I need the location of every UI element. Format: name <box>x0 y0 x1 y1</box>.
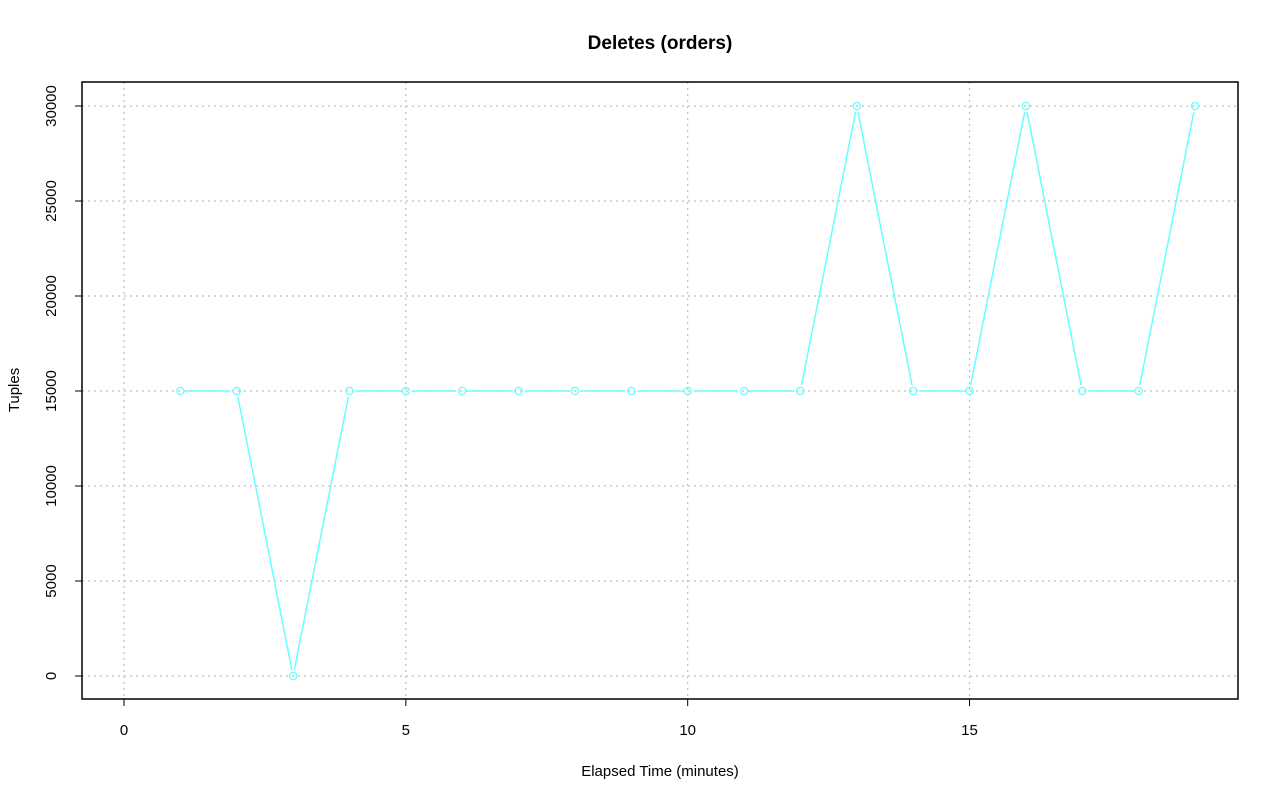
x-axis: 0 5 10 15 <box>120 699 978 739</box>
data-point <box>345 386 354 396</box>
y-tick-label: 10000 <box>43 465 60 507</box>
data-point <box>965 386 974 396</box>
data-point <box>796 386 805 396</box>
chart-title: Deletes (orders) <box>588 33 733 54</box>
series-line-segment <box>1139 111 1195 386</box>
y-tick-label: 25000 <box>43 180 60 222</box>
series-line-segment <box>237 396 293 671</box>
y-axis: 0 5000 10000 15000 20000 25000 30000 <box>43 85 82 680</box>
x-tick-label: 0 <box>120 722 128 739</box>
data-point <box>627 386 636 396</box>
data-point <box>176 386 185 396</box>
data-point <box>1134 386 1143 396</box>
series-line-segment <box>857 111 913 386</box>
x-tick-label: 5 <box>402 722 410 739</box>
series-group <box>176 101 1200 681</box>
data-point <box>514 386 523 396</box>
data-point <box>1021 101 1031 111</box>
data-point <box>739 386 749 396</box>
series-line-segment <box>1026 111 1082 386</box>
data-point <box>1078 386 1087 396</box>
data-point <box>852 101 862 111</box>
data-point <box>232 386 241 396</box>
y-tick-label: 15000 <box>43 370 60 412</box>
y-tick-label: 30000 <box>43 85 60 127</box>
y-tick-label: 0 <box>43 672 60 680</box>
data-point <box>908 386 918 396</box>
data-point <box>683 386 692 396</box>
data-point <box>288 671 298 681</box>
series-line-segment <box>293 396 350 671</box>
x-axis-label: Elapsed Time (minutes) <box>581 763 739 780</box>
series-line-segment <box>800 111 857 386</box>
y-tick-label: 5000 <box>43 564 60 597</box>
data-point <box>401 386 411 396</box>
data-point <box>570 386 580 396</box>
data-point <box>1190 101 1200 111</box>
series-line-segment <box>969 111 1026 386</box>
x-tick-label: 10 <box>679 722 696 739</box>
y-tick-label: 20000 <box>43 275 60 317</box>
data-point <box>457 386 467 396</box>
x-tick-label: 15 <box>961 722 978 739</box>
y-axis-label: Tuples <box>6 368 23 412</box>
